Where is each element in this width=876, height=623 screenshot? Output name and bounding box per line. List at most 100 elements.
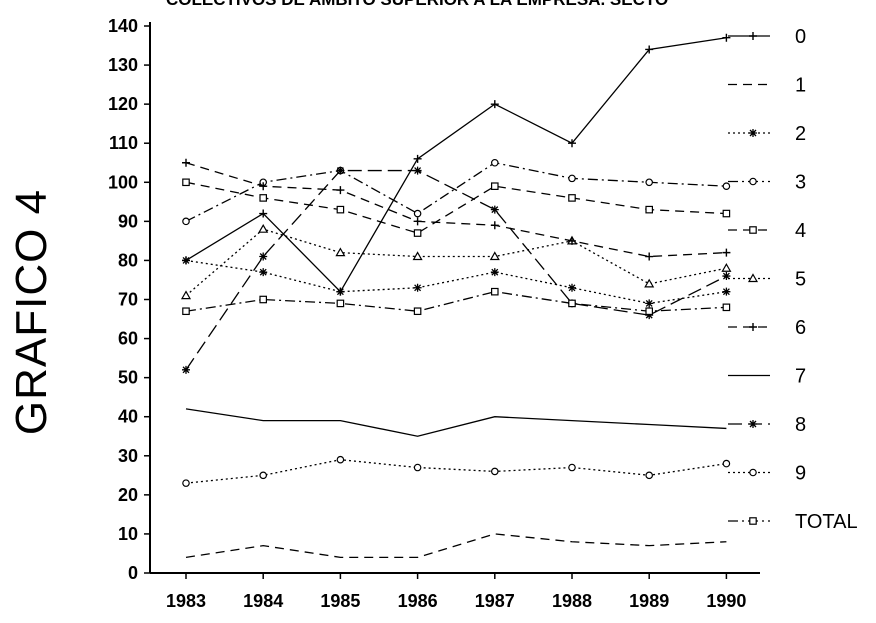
series-4 (182, 178, 731, 237)
series-line (185, 162, 727, 258)
legend-marker (749, 323, 757, 331)
legend-label: 6 (795, 317, 806, 339)
legend-item: 7 (728, 366, 806, 388)
data-point (413, 283, 422, 292)
legend-label: 3 (795, 172, 806, 194)
x-tick-label: 1988 (552, 591, 592, 611)
data-point (182, 256, 190, 265)
legend-marker (749, 517, 757, 525)
data-point (490, 158, 499, 167)
series-2 (182, 256, 731, 308)
data-point (490, 467, 499, 476)
data-point (491, 182, 499, 190)
series-line (185, 228, 727, 297)
data-point (259, 295, 268, 304)
data-point (259, 182, 268, 191)
y-tick-label: 50 (118, 368, 138, 388)
legend-marker (747, 273, 759, 283)
legend-label: 5 (795, 269, 806, 291)
legend-marker (749, 177, 757, 186)
legend-label: 2 (795, 123, 806, 145)
data-point (645, 45, 654, 54)
series-7 (185, 408, 727, 437)
data-point (644, 278, 655, 288)
data-point (722, 272, 731, 281)
data-point (413, 217, 422, 226)
y-tick-label: 40 (118, 407, 138, 427)
data-point (568, 236, 576, 245)
data-point (258, 223, 269, 233)
series-line (185, 169, 727, 371)
data-point (413, 463, 422, 472)
data-point (568, 174, 576, 183)
series-line (185, 459, 727, 484)
legend-item: 0 (728, 26, 806, 48)
series-line (185, 181, 727, 234)
data-point (568, 299, 576, 308)
series-line (185, 37, 727, 293)
series-line (185, 162, 727, 222)
legend-item: 4 (728, 220, 806, 242)
y-tick-label: 20 (118, 485, 138, 505)
data-point (722, 33, 731, 42)
chart-title: COLECTIVOS DE AMBITO SUPERIOR A LA EMPRE… (166, 0, 668, 10)
data-point (336, 166, 345, 175)
legend-marker (749, 420, 757, 428)
data-point (259, 268, 268, 277)
legend-item: 8 (728, 414, 806, 436)
legend-label: 8 (795, 414, 806, 436)
legend-label: TOTAL (795, 511, 858, 533)
data-point (182, 217, 190, 226)
data-point (182, 158, 190, 167)
chart-series (180, 33, 732, 559)
series-8 (182, 166, 731, 374)
legend-label: 4 (795, 220, 806, 242)
data-point (722, 209, 731, 218)
legend-item: 1 (728, 75, 806, 97)
data-point (645, 178, 654, 187)
data-point (180, 290, 192, 300)
data-point (413, 209, 422, 218)
data-point (645, 307, 654, 316)
series-line (185, 408, 727, 437)
series-1 (185, 533, 727, 559)
data-point (722, 459, 731, 468)
legend-label: 9 (795, 463, 806, 485)
legend-marker (749, 129, 757, 137)
chart-axes: 0 10 20 30 40 50 60 70 80 90 100 110 120 130 140 1983 19… (108, 16, 760, 611)
series-9 (182, 455, 731, 487)
data-point (568, 463, 576, 472)
data-point (182, 479, 190, 487)
data-point (336, 287, 345, 296)
data-point (490, 100, 499, 109)
data-point (645, 471, 654, 480)
chart-legend: 0 1 2 3 4 5 6 7 8 9 TOTAL (728, 26, 858, 533)
data-point (490, 221, 499, 230)
data-point (259, 471, 268, 480)
data-point (645, 299, 654, 308)
legend-label: 7 (795, 366, 806, 388)
series-total (182, 287, 731, 316)
legend-item: 6 (728, 317, 806, 339)
legend-marker (749, 226, 757, 234)
y-tick-label: 120 (108, 94, 138, 114)
data-point (336, 455, 345, 464)
data-point (259, 252, 268, 261)
data-point (722, 303, 731, 312)
y-tick-label: 130 (108, 55, 138, 75)
data-point (413, 307, 422, 316)
x-tick-label: 1989 (629, 591, 669, 611)
data-point (413, 229, 422, 237)
legend-label: 0 (795, 26, 806, 48)
legend-item: 5 (728, 269, 806, 291)
y-tick-label: 80 (118, 250, 138, 270)
data-point (721, 263, 732, 272)
y-tick-label: 10 (118, 524, 138, 544)
x-tick-label: 1990 (706, 591, 746, 611)
data-point (182, 307, 190, 316)
x-tick-label: 1987 (475, 591, 515, 611)
x-tick-label: 1984 (243, 591, 283, 611)
x-tick-label: 1986 (398, 591, 438, 611)
data-point (182, 365, 190, 374)
data-point (645, 252, 654, 261)
